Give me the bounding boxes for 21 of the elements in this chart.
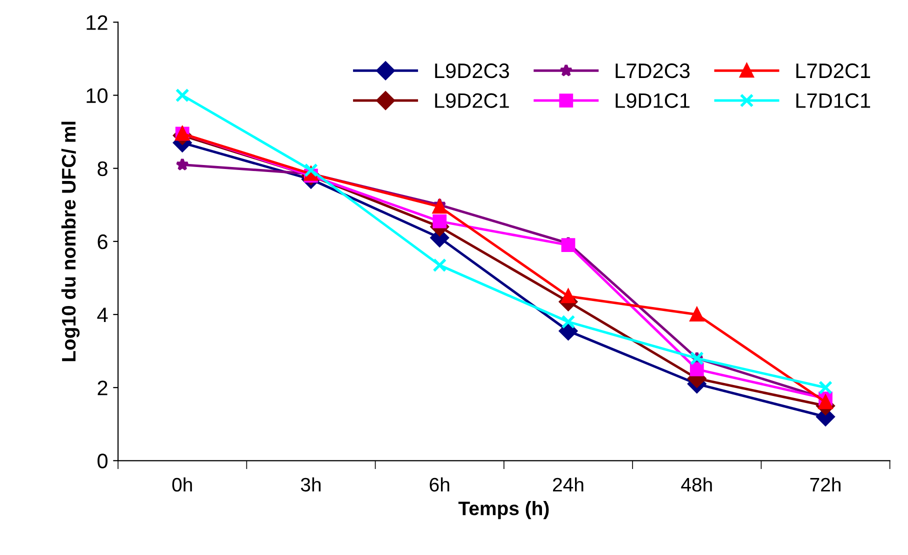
y-tick-label: 0 [98,454,108,468]
x-tick-label: 3h [300,477,321,492]
y-tick-label: 12 [86,15,108,30]
y-tick-label: 2 [98,380,108,396]
y-tick-label: 6 [98,234,108,250]
x-axis-title: Temps (h) [458,501,549,520]
legend-label: L9D1C1 [616,93,690,108]
legend-label: L7D2C1 [796,63,870,78]
x-tick-label: 24h [553,477,584,492]
x-tick-label: 0h [172,477,192,492]
x-tick-label: 48h [681,477,712,492]
y-axis-title: Log10 du nombre UFC/ ml [61,122,80,362]
legend-label: L9D2C3 [435,63,509,78]
legend-label: L7D1C1 [796,93,870,108]
legend-label: L7D2C3 [616,63,690,78]
x-tick-label: 6h [430,477,450,492]
y-tick-label: 4 [97,308,108,322]
legend-label: L9D2C1 [435,93,509,108]
y-tick-label: 10 [86,88,108,104]
y-tick-label: 8 [98,161,108,176]
x-tick-label: 72h [810,477,840,492]
